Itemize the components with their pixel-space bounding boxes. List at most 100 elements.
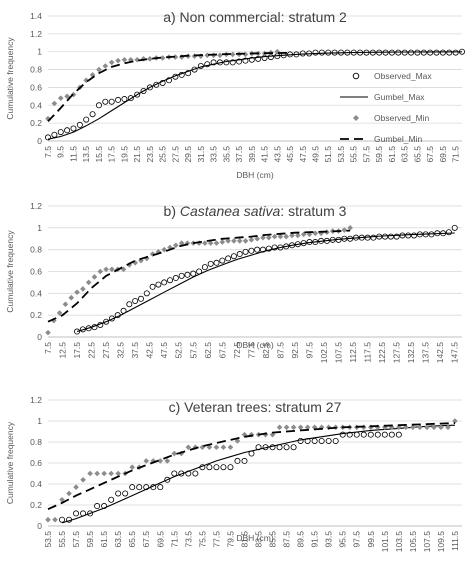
observed-max-point: [219, 257, 226, 264]
observed-min-point: [219, 239, 226, 245]
y-tick-label: 0.2: [30, 310, 42, 320]
observed-min-point: [178, 450, 185, 457]
y-axis-label: Cumulative frequency: [5, 230, 15, 313]
observed-min-point: [410, 424, 416, 431]
observed-min-point: [204, 52, 211, 59]
observed-max-point: [74, 328, 81, 335]
observed-min-point: [96, 66, 102, 73]
observed-max-point: [405, 232, 412, 239]
observed-max-point: [445, 229, 452, 236]
x-tick-label: 65.5: [412, 146, 422, 163]
observed-min-point: [269, 431, 276, 438]
x-tick-label: 67.5: [141, 531, 151, 548]
observed-max-point: [401, 49, 408, 56]
x-tick-label: 61.5: [387, 146, 397, 163]
y-tick-label: 0.4: [30, 288, 42, 298]
gumbel-min-line: [47, 422, 456, 511]
observed-min-point: [318, 424, 325, 431]
observed-max-point: [339, 431, 346, 438]
observed-min-point: [87, 470, 93, 477]
observed-max-point: [388, 431, 395, 438]
observed-min-point: [312, 230, 319, 237]
observed-max-point: [234, 457, 241, 464]
x-tick-label: 27.5: [101, 342, 111, 359]
observed-max-point: [136, 484, 143, 491]
observed-min-point: [396, 424, 402, 431]
observed-min-point: [134, 56, 140, 63]
x-tick-label: 107.5: [334, 342, 344, 364]
x-tick-label: 91.5: [310, 531, 320, 548]
observed-min-point: [274, 48, 281, 55]
observed-max-point: [374, 431, 381, 438]
chart-title: b) Castanea sativa: stratum 3: [164, 203, 347, 219]
x-tick-label: 57.5: [71, 531, 81, 548]
x-tick-label: 65.5: [127, 531, 137, 548]
x-tick-label: 12.5: [58, 342, 68, 359]
observed-min-point: [241, 431, 248, 438]
observed-min-point: [424, 424, 430, 431]
observed-max-point: [318, 49, 325, 56]
x-tick-label: 7.5: [43, 342, 53, 354]
observed-min-point: [64, 93, 70, 100]
observed-min-point: [108, 59, 115, 66]
x-tick-label: 101.5: [380, 531, 390, 553]
x-tick-label: 15.5: [94, 146, 104, 163]
observed-min-point: [271, 233, 278, 240]
gumbel-max-line: [47, 51, 463, 140]
observed-min-point: [150, 458, 157, 464]
observed-min-point: [120, 266, 127, 273]
observed-min-point: [108, 470, 114, 477]
observed-max-point: [420, 49, 427, 56]
chart-title-part: Castanea sativa: [180, 203, 281, 219]
observed-min-point: [80, 286, 86, 292]
x-tick-label: 137.5: [421, 342, 431, 364]
observed-min-point: [102, 63, 109, 69]
observed-min-point: [129, 464, 136, 470]
observed-max-point: [155, 281, 162, 288]
observed-min-point: [143, 458, 150, 464]
observed-max-point: [254, 246, 261, 253]
observed-max-point: [108, 98, 115, 105]
observed-min-point: [431, 424, 437, 431]
observed-max-point: [433, 49, 440, 56]
x-tick-label: 59.5: [374, 146, 384, 163]
x-tick-label: 117.5: [363, 342, 373, 363]
observed-max-point: [157, 484, 164, 491]
observed-max-point: [411, 232, 418, 239]
observed-max-point: [122, 490, 129, 497]
y-tick-label: 0: [37, 521, 42, 531]
observed-min-point: [172, 54, 179, 60]
observed-min-point: [234, 438, 241, 444]
observed-min-point: [276, 424, 283, 431]
observed-min-point: [45, 329, 51, 336]
observed-min-point: [101, 470, 107, 477]
x-tick-label: 52.5: [174, 342, 184, 359]
x-tick-label: 109.5: [436, 531, 446, 553]
x-tick-label: 79.5: [225, 531, 235, 548]
observed-max-point: [137, 295, 144, 302]
legend-entry-label: Gumbel_Max: [374, 92, 425, 102]
x-tick-label: 17.5: [107, 146, 117, 163]
chart-title-part: b): [164, 203, 180, 219]
x-tick-label: 21.5: [132, 146, 142, 163]
x-tick-label: 47.5: [159, 342, 169, 359]
x-tick-label: 71.5: [169, 531, 179, 548]
x-tick-label: 69.5: [438, 146, 448, 163]
observed-max-point: [325, 437, 332, 444]
x-tick-label: 32.5: [116, 342, 126, 359]
legend-marker-observed-min: [353, 115, 359, 121]
x-tick-label: 49.5: [311, 146, 321, 163]
observed-min-point: [236, 238, 243, 244]
observed-min-point: [417, 424, 423, 431]
observed-min-point: [97, 268, 104, 275]
observed-max-point: [242, 248, 249, 255]
observed-min-point: [283, 233, 290, 240]
chart-panel: 0 0.2 0.4 0.6 0.8 1 1.2 1.4 7.5 9.5 11.5 13.5 15.5 17…: [5, 9, 465, 180]
y-axis-label: Cumulative frequency: [5, 421, 15, 504]
y-tick-label: 0.8: [30, 437, 42, 447]
observed-min-point: [161, 246, 168, 253]
observed-max-point: [283, 444, 290, 451]
x-tick-label: 42.5: [145, 342, 155, 359]
legend-marker-observed-max: [352, 72, 360, 80]
x-tick-label: 55.5: [349, 146, 359, 163]
